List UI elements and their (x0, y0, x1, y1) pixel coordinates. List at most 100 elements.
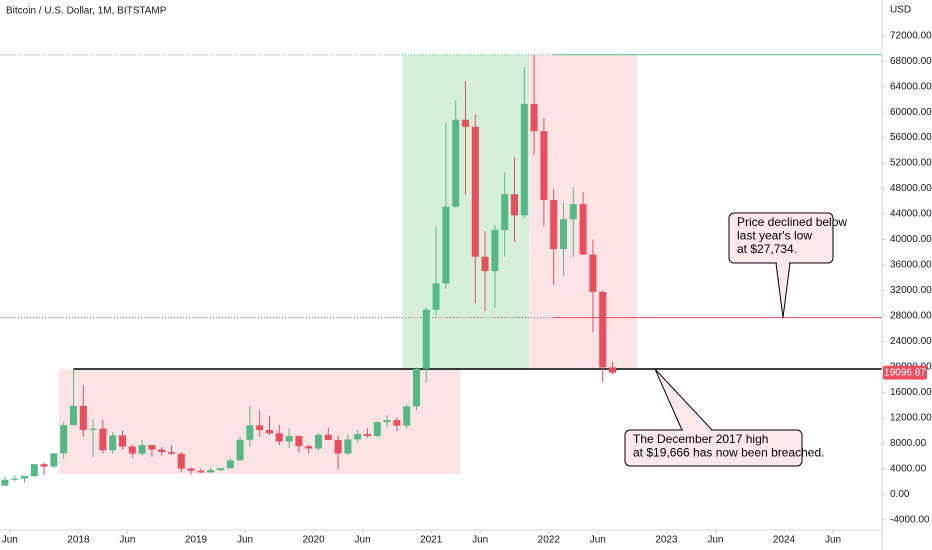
candle-body (609, 367, 616, 373)
candle-body (315, 434, 322, 449)
y-tick-label: 4000.00 (890, 463, 927, 474)
x-tick-label: 2022 (538, 535, 561, 546)
candle-body (70, 405, 77, 426)
x-tick-label: Jun (825, 535, 841, 546)
y-tick-label: 60000.00 (890, 107, 932, 118)
candle-body (334, 439, 342, 454)
y-tick-label: 64000.00 (890, 81, 932, 92)
candle-body (481, 256, 489, 272)
candle-body (217, 468, 224, 471)
candle-body (168, 452, 175, 454)
candle-body (432, 283, 440, 310)
candle-body (40, 464, 48, 467)
x-tick-label: 2023 (655, 535, 678, 546)
y-tick-label: 24000.00 (890, 336, 932, 347)
candle-body (511, 194, 518, 216)
x-tick-label: Jun (707, 535, 723, 546)
candle-body (89, 428, 97, 430)
candle-body (305, 446, 313, 449)
candle-body (540, 131, 548, 201)
y-axis-label: USD (890, 5, 911, 16)
last-price-label: 19096.87 (884, 367, 926, 378)
y-tick-label: 0.00 (890, 489, 910, 500)
candle-body (99, 428, 107, 451)
callout-box (624, 429, 803, 467)
candle-body (462, 119, 469, 127)
candle-body (599, 291, 607, 368)
candle-body (30, 464, 38, 477)
candle-body (560, 219, 567, 250)
candle-body (442, 206, 450, 284)
plot-area (0, 54, 882, 486)
candle-body (344, 439, 352, 454)
candle-body (187, 468, 195, 471)
candle-body (148, 445, 156, 450)
candle-body (295, 436, 303, 447)
y-tick-label: 56000.00 (890, 132, 932, 143)
x-tick-label: Jun (119, 535, 135, 546)
candle-body (501, 194, 509, 230)
candle-body (579, 204, 587, 255)
callout-text: at $27,734. (737, 242, 797, 256)
candle-body (79, 405, 87, 430)
candle-body (11, 478, 19, 480)
x-tick-label: 2024 (773, 535, 796, 546)
candle-body (520, 103, 528, 216)
candle-body (207, 470, 215, 473)
candle-body (109, 435, 117, 451)
y-tick-label: 40000.00 (890, 234, 932, 245)
callout-text: last year's low (737, 229, 812, 243)
candle-body (226, 460, 234, 469)
candle-body (60, 425, 68, 454)
candle-body (236, 439, 244, 461)
candle-body (177, 453, 185, 469)
candle-body (138, 445, 146, 454)
y-tick-label: 32000.00 (890, 285, 932, 296)
y-tick-label: 52000.00 (890, 158, 932, 169)
candle-body (275, 433, 283, 442)
candle-body (1, 479, 9, 486)
candle-body (383, 420, 391, 423)
y-tick-label: 68000.00 (890, 56, 932, 67)
x-tick-label: 2020 (302, 535, 325, 546)
candle-body (471, 126, 479, 257)
y-tick-label: 8000.00 (890, 438, 927, 449)
candle-body (197, 470, 205, 473)
candle-body (256, 425, 264, 431)
y-tick-label: 28000.00 (890, 311, 932, 322)
x-tick-label: 2021 (420, 535, 443, 546)
candle-body (119, 435, 126, 447)
candle-body (413, 368, 420, 407)
y-tick-label: 44000.00 (890, 209, 932, 220)
x-tick-label: 2018 (67, 535, 90, 546)
candle-body (422, 309, 430, 369)
x-tick-label: Jun (355, 535, 371, 546)
callout-text: at $19,666 has now been breached. (633, 446, 824, 460)
candle-body (266, 430, 273, 434)
candle-body (589, 254, 597, 292)
y-tick-label: 48000.00 (890, 183, 932, 194)
candle-body (452, 119, 460, 207)
y-tick-label: -4000.00 (890, 514, 930, 525)
y-tick-label: 72000.00 (890, 30, 932, 41)
candle-body (569, 204, 577, 220)
y-tick-label: 16000.00 (890, 387, 932, 398)
y-tick-label: 12000.00 (890, 413, 932, 424)
candle-body (373, 422, 381, 437)
candle-body (364, 434, 371, 437)
candle-body (128, 446, 136, 454)
x-tick-label: Jun (590, 535, 606, 546)
y-tick-label: 36000.00 (890, 260, 932, 271)
callout-text: Price declined below (737, 215, 847, 229)
last-price-box (883, 365, 927, 380)
x-tick-label: 2019 (185, 535, 208, 546)
candle-body (246, 425, 254, 440)
candle-body (21, 476, 28, 479)
x-tick-label: Jun (237, 535, 253, 546)
candle-body (354, 434, 362, 440)
candle-body (491, 229, 499, 272)
candle-body (158, 449, 166, 453)
candle-body (324, 434, 332, 440)
candle-body (550, 200, 558, 250)
